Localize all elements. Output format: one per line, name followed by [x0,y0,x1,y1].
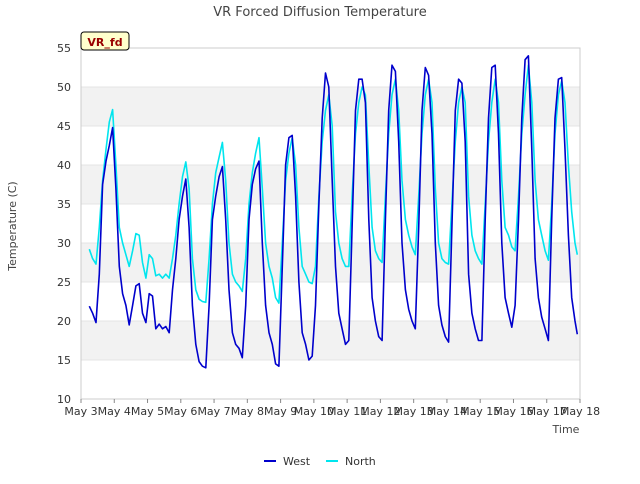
y-tick-label: 50 [57,81,71,94]
y-tick-label: 55 [57,42,71,55]
x-tick-label: May 18 [560,405,600,418]
y-tick-label: 45 [57,120,71,133]
x-tick-label: May 14 [427,405,467,418]
x-tick-label: May 4 [98,405,131,418]
y-tick-label: 25 [57,276,71,289]
x-tick-label: May 17 [527,405,567,418]
badge-label: VR_fd [87,36,122,49]
chart-title: VR Forced Diffusion Temperature [213,5,427,20]
grid-band [81,165,580,204]
x-tick-label: May 12 [360,405,400,418]
plot-area [80,47,581,400]
x-tick-label: May 10 [294,405,334,418]
y-tick-label: 10 [57,393,71,406]
series-line-west [88,55,579,369]
x-tick-label: May 3 [64,405,97,418]
legend-label: North [345,455,376,468]
x-tick-label: May 7 [197,405,230,418]
x-tick-label: May 13 [394,405,434,418]
x-tick-label: May 5 [131,405,164,418]
y-tick-label: 35 [57,198,71,211]
legend: West North [264,455,376,468]
x-tick-label: May 15 [460,405,500,418]
y-axis-label: Temperature (C) [6,181,19,271]
vr-fd-badge: VR_fd [80,31,130,51]
x-tick-label: May 11 [327,405,367,418]
legend-label: West [283,455,311,468]
x-tick-label: May 9 [264,405,297,418]
y-tick-label: 20 [57,315,71,328]
x-axis-label: Time [552,423,580,436]
x-tick-label: May 6 [164,405,197,418]
y-tick-label: 30 [57,237,71,250]
y-tick-label: 15 [57,354,71,367]
y-tick-label: 40 [57,159,71,172]
x-tick-label: May 16 [493,405,533,418]
x-tick-label: May 8 [231,405,264,418]
